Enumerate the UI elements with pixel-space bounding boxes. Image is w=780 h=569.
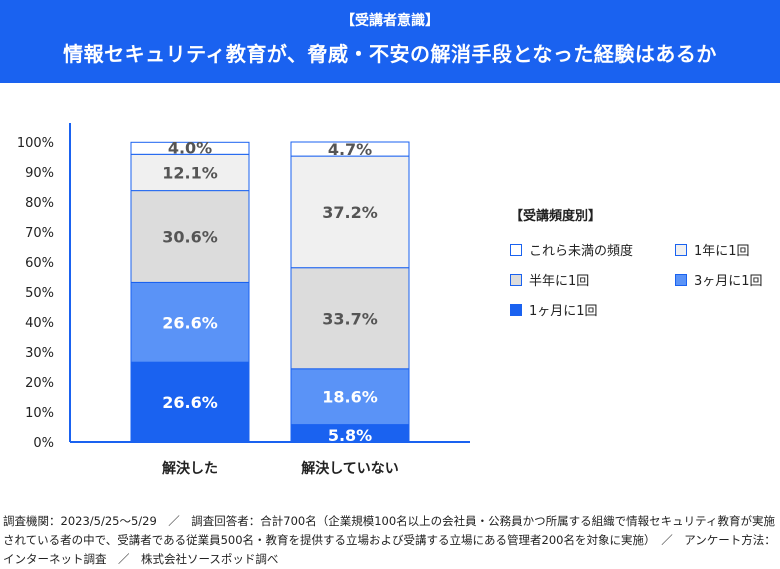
y-tick-label: 80% xyxy=(25,196,54,211)
y-tick-label: 20% xyxy=(25,376,54,391)
y-tick-label: 30% xyxy=(25,346,54,361)
survey-note: 調査機関：2023/5/25〜5/29 ／ 調査回答者：合計700名（企業規模1… xyxy=(3,514,776,566)
y-tick-label: 0% xyxy=(33,436,54,451)
y-tick-label: 50% xyxy=(25,286,54,301)
bar-segment xyxy=(130,141,250,155)
legend-item-halfyear: 半年に1回 xyxy=(510,270,589,289)
banner-subtitle: 【受講者意識】 xyxy=(341,13,439,29)
chart-title: 情報セキュリティ教育が、脅威・不安の解消手段となった経験はあるか xyxy=(63,42,717,66)
bar-segment xyxy=(290,267,410,370)
data-label: 4.7% xyxy=(328,140,372,159)
legend-swatch xyxy=(675,243,687,256)
y-tick-label: 90% xyxy=(25,166,54,181)
legend-swatch xyxy=(510,243,522,256)
x-category-label: 解決した xyxy=(162,460,218,477)
legend: 【受講頻度別】 これら未満の頻度 1年に1回 半年に1回 3ヶ月に1回 1ヶ月に… xyxy=(510,205,780,319)
legend-swatch xyxy=(675,273,687,286)
bar-segment xyxy=(130,361,250,443)
y-tick-label: 40% xyxy=(25,316,54,331)
data-label: 30.6% xyxy=(162,228,218,247)
stacked-bar-chart: 0% 10% 20% 30% 40% 50% 60% 70% 80% 90% 100% 26.6% 26… xyxy=(17,123,470,477)
bar-segment xyxy=(130,281,250,363)
y-tick-label: 60% xyxy=(25,256,54,271)
x-category-label: 解決していない xyxy=(301,460,399,477)
title-banner: 【受講者意識】 情報セキュリティ教育が、脅威・不安の解消手段となった経験はあるか xyxy=(0,0,780,83)
data-label: 37.2% xyxy=(322,203,378,222)
y-tick-label: 10% xyxy=(25,406,54,421)
legend-swatch xyxy=(510,303,522,316)
bar-segment xyxy=(130,153,250,192)
bar-segment xyxy=(290,155,410,269)
data-label: 26.6% xyxy=(162,313,218,332)
legend-item-monthly: 1ヶ月に1回 xyxy=(510,300,598,319)
legend-label: 半年に1回 xyxy=(529,274,590,289)
y-tick-label: 70% xyxy=(25,226,54,241)
bar-segment xyxy=(290,141,410,157)
data-label: 18.6% xyxy=(322,388,378,407)
data-label: 5.8% xyxy=(328,426,372,445)
y-tick-label: 100% xyxy=(17,136,54,151)
legend-label: 1年に1回 xyxy=(694,244,750,259)
data-label: 33.7% xyxy=(322,309,378,328)
data-label: 4.0% xyxy=(168,138,212,157)
data-label: 12.1% xyxy=(162,163,218,182)
data-label: 26.6% xyxy=(162,393,218,412)
legend-label: 1ヶ月に1回 xyxy=(529,304,598,319)
legend-label: 3ヶ月に1回 xyxy=(694,274,763,289)
legend-swatch xyxy=(510,273,522,286)
legend-title: 【受講頻度別】 xyxy=(510,209,602,224)
legend-label: これら未満の頻度 xyxy=(529,244,634,259)
legend-item-quarterly: 3ヶ月に1回 xyxy=(675,270,763,289)
legend-item-yearly: 1年に1回 xyxy=(675,240,750,259)
legend-item-less: これら未満の頻度 xyxy=(510,240,633,259)
